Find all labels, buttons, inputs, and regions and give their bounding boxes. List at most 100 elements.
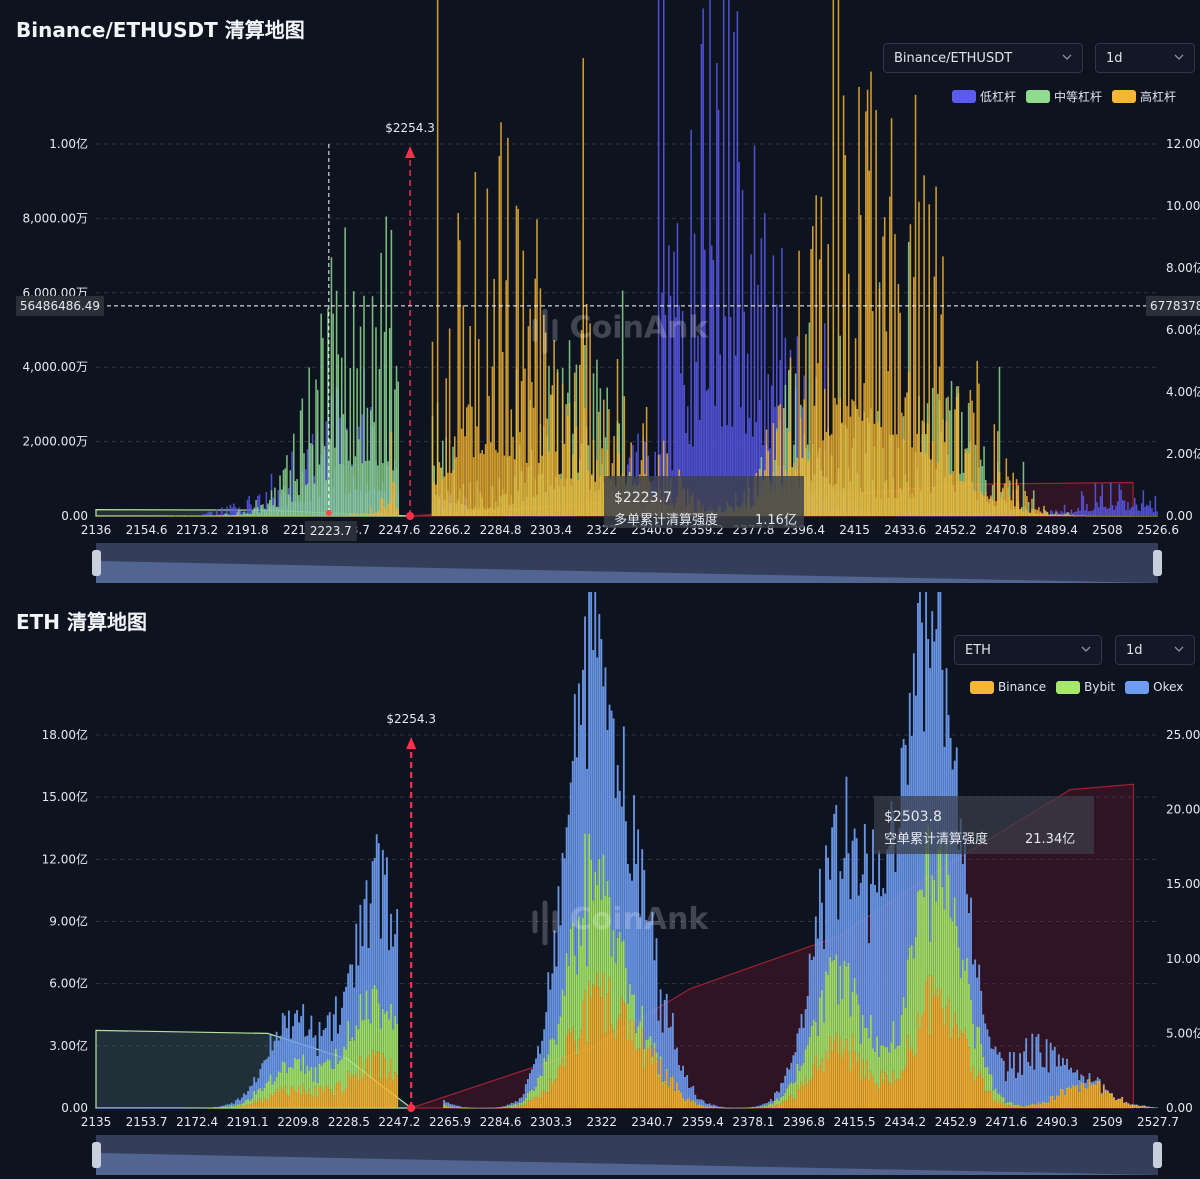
liquidation-chart[interactable]: 0.003.00亿6.00亿9.00亿12.00亿15.00亿18.00亿0.0… <box>0 592 1200 1179</box>
liquidation-chart[interactable]: 0.002,000.00万4,000.00万6,000.00万8,000.00万… <box>0 0 1200 590</box>
chevron-down-icon <box>1174 54 1184 60</box>
liquidation-bar <box>1074 1072 1077 1087</box>
liquidation-bar <box>336 1082 339 1108</box>
liquidation-bar <box>359 1056 362 1108</box>
liquidation-bar <box>702 1100 705 1107</box>
liquidation-bar <box>1111 1093 1113 1108</box>
symbol-select[interactable]: Binance/ETHUSDT <box>883 43 1083 73</box>
liquidation-bar <box>304 515 307 517</box>
liquidation-bar <box>940 314 943 516</box>
liquidation-bar <box>221 516 223 517</box>
liquidation-bar <box>539 1075 542 1099</box>
liquidation-bar <box>547 972 550 1055</box>
chevron-down-icon <box>1174 646 1184 652</box>
liquidation-bar <box>629 983 631 1020</box>
liquidation-bar <box>284 515 286 517</box>
legend-item-bybit[interactable]: Bybit <box>1056 680 1115 694</box>
liquidation-bar <box>825 1051 827 1108</box>
liquidation-bar <box>385 509 388 516</box>
liquidation-bar <box>1096 515 1098 517</box>
liquidation-bar <box>314 1086 317 1108</box>
liquidation-bar <box>1066 1087 1068 1089</box>
liquidation-bar <box>582 917 584 1002</box>
liquidation-bar <box>328 1089 331 1108</box>
liquidation-bar <box>816 1035 819 1071</box>
liquidation-bar <box>463 1107 466 1108</box>
legend-item-mid-leverage[interactable]: 中等杠杆 <box>1026 88 1102 105</box>
liquidation-bar <box>584 408 586 516</box>
liquidation-bar <box>371 296 374 516</box>
liquidation-bar <box>527 515 530 517</box>
liquidation-bar <box>709 0 711 516</box>
liquidation-bar <box>340 515 343 517</box>
liquidation-bar <box>580 1030 582 1108</box>
liquidation-bar <box>453 1104 456 1108</box>
interval-select[interactable]: 1d <box>1115 635 1195 665</box>
liquidation-bar <box>884 1072 887 1108</box>
liquidation-bar <box>910 944 913 1048</box>
liquidation-bar <box>1002 487 1004 516</box>
liquidation-bar <box>310 443 312 516</box>
liquidation-bar <box>1102 1085 1105 1087</box>
liquidation-bar <box>790 1082 793 1095</box>
x-axis-tick-label: 2526.6 <box>1137 523 1179 537</box>
liquidation-bar <box>243 516 245 517</box>
legend-item-okex[interactable]: Okex <box>1125 680 1183 694</box>
y-axis-left-tick-label: 6.00亿 <box>49 976 88 991</box>
liquidation-bar <box>1131 1104 1134 1105</box>
liquidation-bar <box>986 496 989 516</box>
liquidation-bar <box>858 86 860 516</box>
legend-item-binance[interactable]: Binance <box>970 680 1046 694</box>
liquidation-bar <box>290 1086 292 1108</box>
liquidation-bar <box>296 1059 298 1093</box>
liquidation-bar <box>388 502 391 516</box>
liquidation-bar <box>155 1108 158 1109</box>
liquidation-bar <box>747 1107 750 1109</box>
liquidation-bar <box>906 1035 909 1108</box>
liquidation-bar <box>761 1107 764 1108</box>
liquidation-bar <box>649 1035 652 1046</box>
liquidation-bar <box>549 394 552 516</box>
liquidation-bar <box>522 250 525 516</box>
liquidation-bar <box>993 424 996 516</box>
liquidation-bar <box>512 1103 515 1106</box>
liquidation-bar <box>563 1067 566 1108</box>
legend-item-high-leverage[interactable]: 高杠杆 <box>1112 88 1176 105</box>
liquidation-bar <box>776 1104 778 1108</box>
liquidation-bar <box>700 1105 703 1106</box>
liquidation-bar <box>548 365 550 516</box>
liquidation-bar <box>546 515 549 517</box>
interval-select[interactable]: 1d <box>1095 43 1195 73</box>
liquidation-bar <box>205 515 208 516</box>
liquidation-bar <box>1096 1080 1099 1082</box>
liquidation-bar <box>592 440 595 516</box>
liquidation-bar <box>234 507 237 516</box>
liquidation-bar <box>604 1033 607 1108</box>
liquidation-bar <box>716 63 718 517</box>
liquidation-bar <box>291 501 293 516</box>
liquidation-bar <box>1092 509 1095 516</box>
liquidation-bar <box>549 515 552 517</box>
liquidation-bar <box>308 1029 311 1071</box>
liquidation-bar <box>124 1108 127 1109</box>
liquidation-bar <box>1063 515 1066 517</box>
legend-item-low-leverage[interactable]: 低杠杆 <box>952 88 1016 105</box>
liquidation-bar <box>916 433 919 516</box>
liquidation-bar <box>382 463 384 516</box>
liquidation-bar <box>534 515 537 517</box>
liquidation-bar <box>716 1106 719 1108</box>
liquidation-bar <box>994 1046 997 1089</box>
liquidation-bar <box>352 514 355 516</box>
zoom-slider-left-handle <box>92 550 101 576</box>
liquidation-bar <box>387 461 389 516</box>
liquidation-bar <box>221 515 223 517</box>
liquidation-bar <box>996 515 999 517</box>
x-axis-tick-label: 2284.6 <box>480 1115 522 1129</box>
liquidation-bar <box>1029 1065 1032 1105</box>
liquidation-bar <box>926 515 929 517</box>
liquidation-bar <box>1004 1105 1007 1108</box>
liquidation-bar <box>667 1087 670 1108</box>
liquidation-bar <box>1059 1088 1062 1108</box>
liquidation-bar <box>397 508 400 516</box>
symbol-select[interactable]: ETH <box>954 635 1102 665</box>
